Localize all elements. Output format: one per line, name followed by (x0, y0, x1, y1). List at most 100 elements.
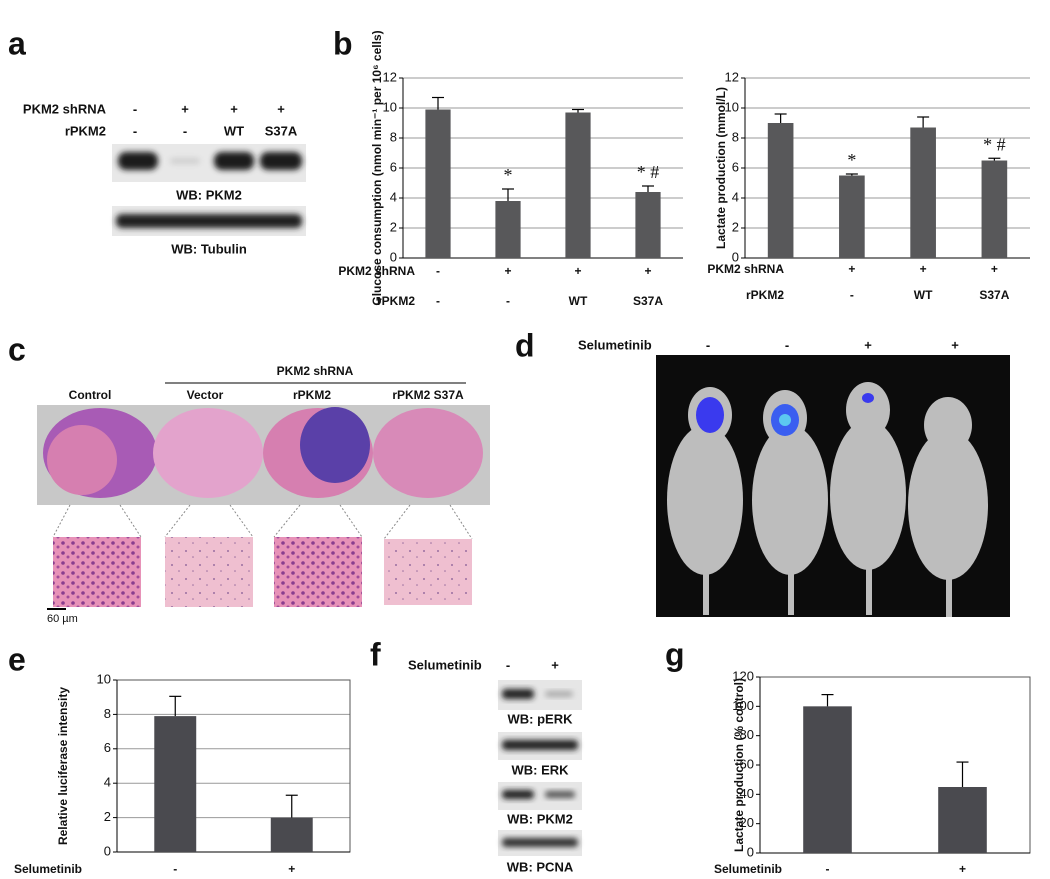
row-label: rPKM2 (746, 288, 784, 302)
blot-label: WB: Tubulin (171, 241, 247, 256)
condition: + (848, 262, 855, 276)
condition: - (133, 123, 137, 138)
bar (270, 817, 313, 852)
row-label: rPKM2 (65, 123, 106, 138)
condition: WT (914, 288, 933, 302)
condition: - (779, 288, 783, 302)
mice (667, 382, 988, 617)
row-label: Selumetinib (14, 862, 82, 876)
bands (116, 214, 302, 228)
annotation: * # (983, 134, 1006, 154)
condition: + (181, 101, 189, 116)
micrograph (274, 537, 362, 607)
bar (154, 716, 197, 852)
y-tick-label: 20 (740, 815, 754, 830)
condition: - (173, 862, 177, 876)
row-label: Selumetinib (408, 657, 482, 672)
panel-label: d (515, 327, 535, 363)
y-tick-label: 4 (390, 189, 397, 204)
panel-label: c (8, 331, 26, 367)
bar (425, 109, 451, 258)
condition: + (959, 862, 966, 876)
condition: - (706, 337, 710, 352)
condition: + (288, 862, 295, 876)
row-label: PKM2 shRNA (338, 264, 415, 278)
condition: + (920, 262, 927, 276)
condition: + (991, 262, 998, 276)
bar (938, 787, 987, 853)
y-tick-label: 2 (104, 809, 111, 824)
condition: - (779, 262, 783, 276)
plot-frame (116, 679, 351, 853)
y-tick-label: 2 (732, 219, 739, 234)
panel-label: e (8, 641, 26, 677)
condition: + (277, 101, 285, 116)
micrograph (53, 537, 141, 607)
condition: + (864, 337, 872, 352)
row-label: PKM2 shRNA (707, 262, 784, 276)
condition: - (850, 288, 854, 302)
y-tick-label: 8 (390, 129, 397, 144)
y-tick-label: 8 (732, 129, 739, 144)
y-tick-label: 2 (390, 219, 397, 234)
y-tick-label: 4 (104, 775, 111, 790)
y-tick-label: 6 (104, 740, 111, 755)
y-tick-label: 0 (390, 249, 397, 264)
y-axis-label: Relative luciferase intensity (56, 687, 70, 845)
y-tick-label: 10 (383, 99, 397, 114)
panel-label: f (370, 636, 381, 672)
brains (43, 407, 483, 498)
condition: - (506, 294, 510, 308)
row-label: Selumetinib (578, 337, 652, 352)
condition: - (436, 294, 440, 308)
condition: S37A (979, 288, 1009, 302)
row-label: Selumetinib (714, 862, 782, 876)
bar (839, 175, 865, 258)
bar (565, 112, 591, 258)
y-tick-label: 6 (732, 159, 739, 174)
annotation: * (847, 150, 856, 170)
blots (498, 680, 582, 856)
blot-label: WB: pERK (508, 711, 574, 726)
y-tick-label: 0 (732, 249, 739, 264)
y-tick-label: 60 (740, 756, 754, 771)
condition: + (504, 264, 511, 278)
y-tick-label: 0 (104, 843, 111, 858)
group-label: PKM2 shRNA (277, 364, 354, 378)
annotation: * (504, 165, 513, 185)
condition: + (951, 337, 959, 352)
y-axis-label: Lactate production (mmol/L) (714, 87, 728, 249)
condition: - (785, 337, 789, 352)
panel-label: g (665, 636, 685, 672)
bands (118, 152, 302, 170)
y-tick-label: 4 (732, 189, 739, 204)
micrograph (384, 539, 472, 605)
y-tick-label: 12 (725, 69, 739, 84)
condition: + (230, 101, 238, 116)
y-tick-label: 10 (97, 671, 111, 686)
bar (803, 706, 852, 853)
blot-label: WB: ERK (511, 762, 569, 777)
y-tick-label: 10 (725, 99, 739, 114)
zoom-lines (52, 504, 473, 540)
y-tick-label: 6 (390, 159, 397, 174)
column-label: rPKM2 (293, 388, 331, 402)
y-tick-label: 12 (383, 69, 397, 84)
bar (635, 192, 661, 258)
condition: + (574, 264, 581, 278)
row-label: rPKM2 (377, 294, 415, 308)
column-label: Vector (187, 388, 224, 402)
bar (767, 123, 794, 258)
y-tick-label: 120 (732, 668, 754, 683)
panel-label: a (8, 25, 26, 61)
y-tick-label: 80 (740, 727, 754, 742)
blot-label: WB: PCNA (507, 859, 574, 874)
panel-label: b (333, 25, 353, 61)
bar (495, 201, 521, 258)
condition: + (551, 657, 559, 672)
row-label: PKM2 shRNA (23, 101, 107, 116)
condition: - (183, 123, 187, 138)
condition: - (506, 657, 510, 672)
condition: S37A (633, 294, 663, 308)
